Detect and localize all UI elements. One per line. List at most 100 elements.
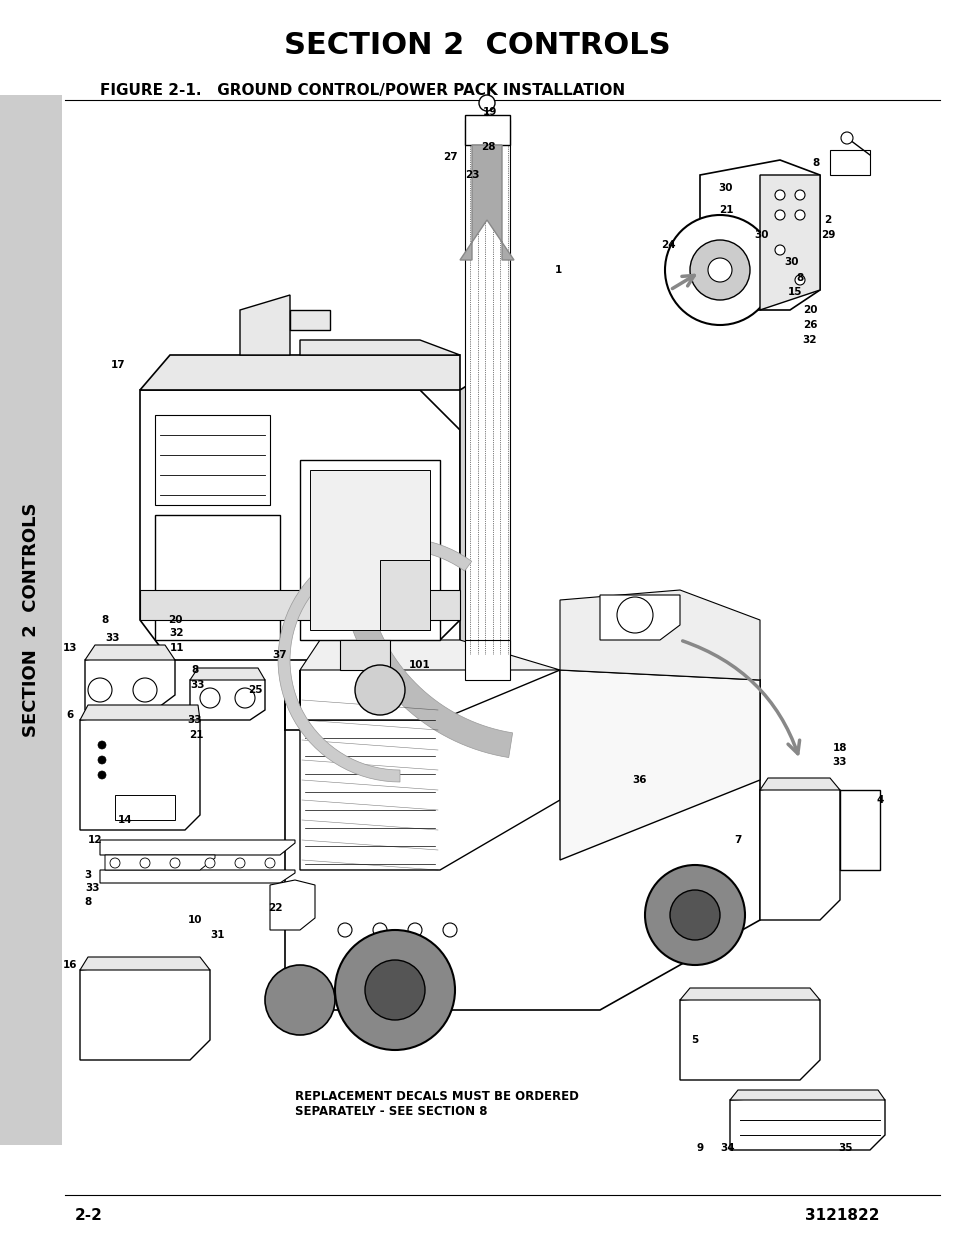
Text: 21: 21 <box>189 730 203 740</box>
Polygon shape <box>80 960 210 1060</box>
Circle shape <box>355 664 405 715</box>
Text: 14: 14 <box>117 815 132 825</box>
Polygon shape <box>285 671 760 1010</box>
Text: 22: 22 <box>268 903 282 913</box>
Text: SECTION  2  CONTROLS: SECTION 2 CONTROLS <box>22 503 40 737</box>
Circle shape <box>132 678 157 701</box>
Polygon shape <box>679 988 820 1000</box>
Polygon shape <box>154 515 280 640</box>
Text: 33: 33 <box>86 883 100 893</box>
Text: 20: 20 <box>801 305 817 315</box>
Polygon shape <box>80 957 210 969</box>
Circle shape <box>98 756 106 764</box>
Circle shape <box>98 771 106 779</box>
Circle shape <box>200 688 220 708</box>
Text: 36: 36 <box>632 776 646 785</box>
Text: 2: 2 <box>823 215 831 225</box>
Circle shape <box>794 275 804 285</box>
Text: 8: 8 <box>192 664 198 676</box>
Text: 37: 37 <box>273 650 287 659</box>
Text: 5: 5 <box>691 1035 698 1045</box>
Circle shape <box>234 688 254 708</box>
Circle shape <box>98 741 106 748</box>
Circle shape <box>140 858 150 868</box>
Text: 23: 23 <box>464 170 478 180</box>
Polygon shape <box>100 840 294 855</box>
Text: 16: 16 <box>63 960 77 969</box>
Polygon shape <box>840 790 879 869</box>
Polygon shape <box>190 668 265 680</box>
Text: 30: 30 <box>784 257 799 267</box>
Circle shape <box>841 132 852 144</box>
Polygon shape <box>379 559 430 630</box>
Polygon shape <box>729 1091 884 1100</box>
Circle shape <box>170 858 180 868</box>
Polygon shape <box>277 538 471 782</box>
Polygon shape <box>299 671 559 869</box>
Circle shape <box>88 678 112 701</box>
Polygon shape <box>80 710 200 830</box>
Circle shape <box>265 858 274 868</box>
Text: 32: 32 <box>801 335 817 345</box>
Polygon shape <box>80 705 200 720</box>
Text: 28: 28 <box>480 142 495 152</box>
Polygon shape <box>270 881 314 930</box>
Polygon shape <box>105 855 214 869</box>
Text: 30: 30 <box>718 183 733 193</box>
Polygon shape <box>679 992 820 1079</box>
Polygon shape <box>559 671 760 860</box>
Circle shape <box>689 240 749 300</box>
Polygon shape <box>339 640 390 671</box>
Polygon shape <box>299 640 559 671</box>
Circle shape <box>794 190 804 200</box>
Text: 17: 17 <box>111 359 125 370</box>
Polygon shape <box>140 354 459 390</box>
Text: 25: 25 <box>248 685 262 695</box>
Text: 101: 101 <box>409 659 431 671</box>
Polygon shape <box>140 390 459 659</box>
Circle shape <box>205 858 214 868</box>
Polygon shape <box>760 781 840 920</box>
Text: 12: 12 <box>88 835 102 845</box>
Text: 9: 9 <box>696 1144 702 1153</box>
Text: 18: 18 <box>832 743 846 753</box>
Circle shape <box>774 210 784 220</box>
Polygon shape <box>700 161 820 310</box>
Polygon shape <box>190 672 265 720</box>
Text: 29: 29 <box>820 230 834 240</box>
Text: 35: 35 <box>838 1144 852 1153</box>
Polygon shape <box>559 590 760 680</box>
Bar <box>0 95 62 1145</box>
Text: 13: 13 <box>63 643 77 653</box>
Text: 6: 6 <box>67 710 73 720</box>
Circle shape <box>408 923 421 937</box>
Circle shape <box>110 858 120 868</box>
Polygon shape <box>464 640 510 680</box>
Circle shape <box>265 965 335 1035</box>
Text: 34: 34 <box>720 1144 735 1153</box>
Text: 33: 33 <box>188 715 202 725</box>
Circle shape <box>617 597 652 634</box>
Text: 8: 8 <box>812 158 819 168</box>
Text: 21: 21 <box>718 205 733 215</box>
Polygon shape <box>459 144 514 261</box>
Polygon shape <box>240 295 290 354</box>
Polygon shape <box>154 415 270 505</box>
Text: REPLACEMENT DECALS MUST BE ORDERED
SEPARATELY - SEE SECTION 8: REPLACEMENT DECALS MUST BE ORDERED SEPAR… <box>294 1091 578 1118</box>
Text: 2-2: 2-2 <box>75 1208 103 1223</box>
Text: 3121822: 3121822 <box>804 1208 879 1223</box>
Text: 33: 33 <box>191 680 205 690</box>
Text: 8: 8 <box>84 897 91 906</box>
Text: FIGURE 2-1.   GROUND CONTROL/POWER PACK INSTALLATION: FIGURE 2-1. GROUND CONTROL/POWER PACK IN… <box>100 83 624 98</box>
Text: 32: 32 <box>170 629 184 638</box>
Text: 24: 24 <box>660 240 675 249</box>
Circle shape <box>442 923 456 937</box>
Text: 20: 20 <box>168 615 182 625</box>
Polygon shape <box>829 149 869 175</box>
Text: 31: 31 <box>211 930 225 940</box>
Polygon shape <box>464 115 510 144</box>
Circle shape <box>794 210 804 220</box>
Text: 11: 11 <box>170 643 184 653</box>
Circle shape <box>774 245 784 254</box>
Circle shape <box>337 923 352 937</box>
